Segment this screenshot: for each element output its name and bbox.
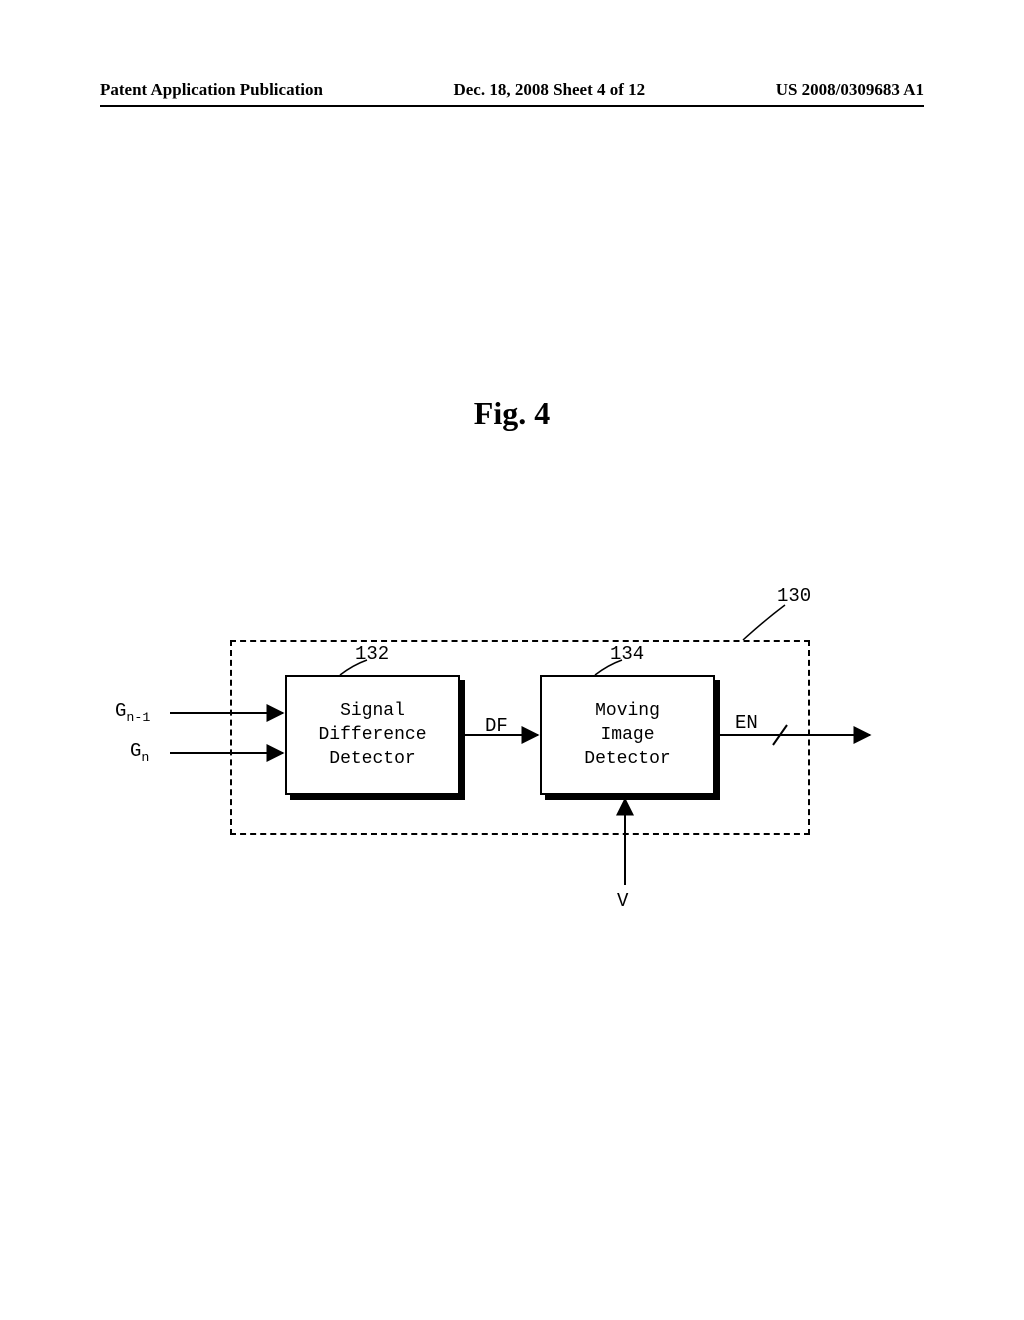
header-right: US 2008/0309683 A1: [776, 80, 924, 100]
header: Patent Application Publication Dec. 18, …: [100, 80, 924, 100]
header-center: Dec. 18, 2008 Sheet 4 of 12: [453, 80, 645, 100]
figure-title: Fig. 4: [0, 395, 1024, 432]
diagram-arrows: [115, 585, 885, 925]
header-rule: [100, 105, 924, 107]
diagram: Signal Difference Detector Moving Image …: [115, 585, 885, 925]
header-left: Patent Application Publication: [100, 80, 323, 100]
